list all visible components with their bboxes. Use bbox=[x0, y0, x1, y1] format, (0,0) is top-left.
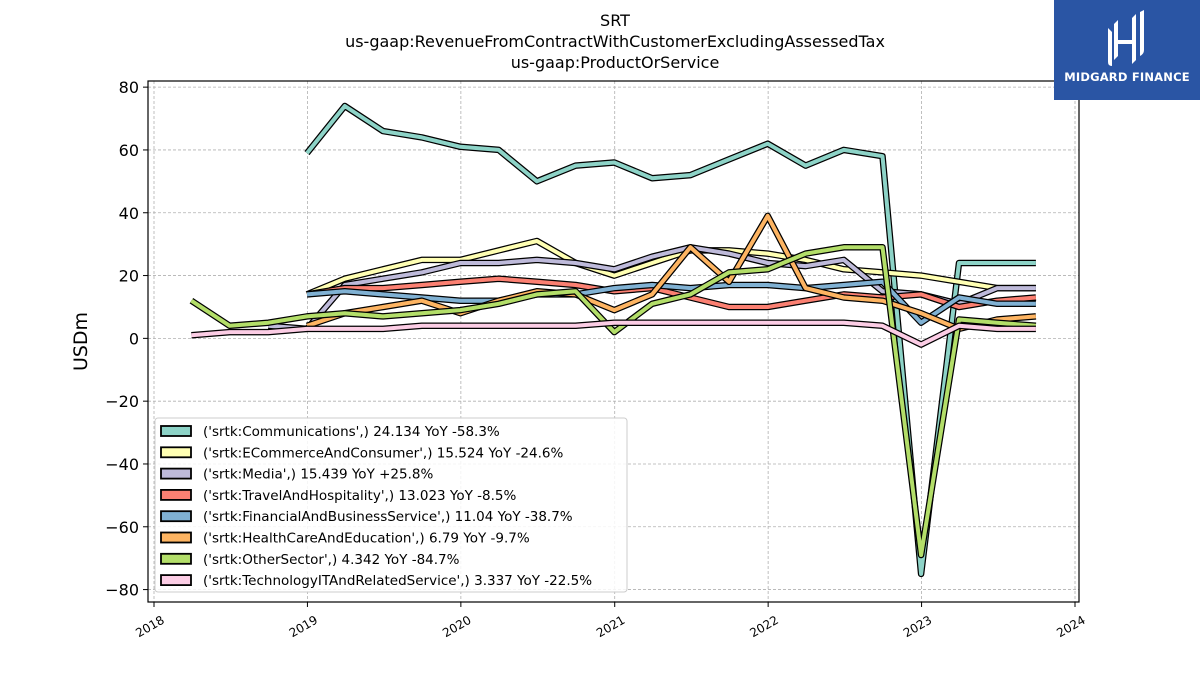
legend-label: ('srtk:FinancialAndBusinessService',) 11… bbox=[203, 509, 573, 525]
legend-label: ('srtk:HealthCareAndEducation',) 6.79 Yo… bbox=[203, 531, 530, 547]
axes: 80 60 40 20 0 −20 −40 −60 −80 2018 2019 2020 2021 202… bbox=[70, 78, 1088, 640]
y-tick-label: 80 bbox=[119, 78, 139, 97]
y-tick-label: 40 bbox=[119, 204, 139, 223]
y-tick-label: 60 bbox=[119, 141, 139, 160]
y-tick-label: −80 bbox=[105, 581, 139, 600]
plot-frame bbox=[147, 80, 1080, 603]
legend-swatch bbox=[160, 488, 192, 501]
series-line bbox=[306, 278, 1036, 326]
x-tick-label: 2024 bbox=[1054, 613, 1087, 640]
y-axis-label: USDm bbox=[70, 312, 92, 371]
legend-swatch bbox=[160, 531, 192, 544]
series-line-stroke bbox=[306, 279, 1036, 325]
series-line bbox=[305, 237, 1036, 298]
x-tick-label: 2021 bbox=[594, 613, 627, 640]
legend-swatch bbox=[160, 446, 192, 459]
y-tick-label: −60 bbox=[105, 518, 139, 537]
chart-title-line: us-gaap:ProductOrService bbox=[511, 53, 720, 72]
series-line bbox=[191, 319, 1036, 348]
x-tick-label: 2018 bbox=[133, 613, 166, 640]
chart-title-line: SRT bbox=[600, 11, 630, 30]
legend-swatch bbox=[160, 510, 192, 523]
legend-label: ('srtk:Communications',) 24.134 YoY -58.… bbox=[203, 424, 500, 440]
legend-swatch bbox=[160, 574, 192, 586]
legend: ('srtk:Communications',) 24.134 YoY -58.… bbox=[154, 417, 628, 593]
x-tick-label: 2023 bbox=[901, 613, 934, 640]
series-line-stroke bbox=[191, 320, 1036, 347]
y-tick-label: 0 bbox=[129, 329, 139, 348]
series-line bbox=[306, 275, 1037, 311]
brand-name: MIDGARD FINANCE bbox=[1064, 70, 1190, 84]
x-tick-label: 2019 bbox=[287, 613, 320, 640]
legend-label: ('srtk:TechnologyITAndRelatedService',) … bbox=[203, 573, 592, 589]
brand-mark-icon bbox=[1108, 10, 1144, 66]
x-tick-label: 2020 bbox=[440, 613, 473, 640]
legend-swatch bbox=[160, 552, 192, 565]
legend-swatch bbox=[160, 467, 192, 480]
legend-label: ('srtk:TravelAndHospitality',) 13.023 Yo… bbox=[203, 488, 517, 504]
y-tick-label: −20 bbox=[105, 392, 139, 411]
plot-series bbox=[189, 102, 1037, 578]
legend-box bbox=[154, 417, 628, 593]
legend-swatch bbox=[160, 425, 192, 437]
brand-logo: MIDGARD FINANCE bbox=[1054, 0, 1200, 100]
legend-label: ('srtk:OtherSector',) 4.342 YoY -84.7% bbox=[203, 552, 460, 568]
y-tick-label: 20 bbox=[119, 267, 139, 286]
series-line-stroke bbox=[306, 213, 1037, 331]
series-line-stroke bbox=[306, 239, 1036, 297]
x-tick-label: 2022 bbox=[747, 613, 780, 640]
series-line-stroke bbox=[190, 245, 1037, 557]
legend-label: ('srtk:ECommerceAndConsumer',) 15.524 Yo… bbox=[203, 445, 563, 461]
legend-label: ('srtk:Media',) 15.439 YoY +25.8% bbox=[203, 467, 433, 483]
chart-title: SRT us-gaap:RevenueFromContractWithCustom… bbox=[345, 11, 885, 72]
series-line bbox=[189, 244, 1037, 559]
series-line bbox=[305, 212, 1037, 333]
chart-title-line: us-gaap:RevenueFromContractWithCustomerE… bbox=[345, 32, 885, 51]
y-tick-label: −40 bbox=[105, 455, 139, 474]
series-line-stroke bbox=[306, 276, 1037, 309]
